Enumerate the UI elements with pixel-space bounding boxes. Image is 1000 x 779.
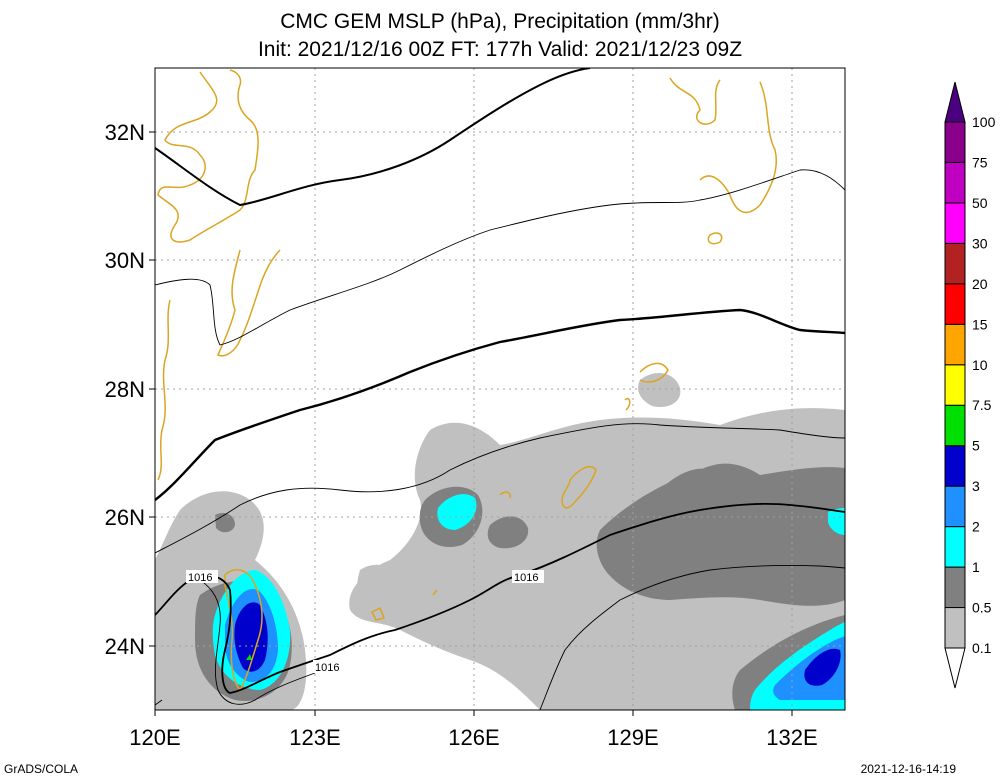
colorbar-swatch [944, 404, 966, 447]
lat-label: 24N [105, 634, 145, 659]
colorbar-under-arrow [944, 647, 966, 689]
colorbar-swatch [944, 445, 966, 487]
lat-label: 30N [105, 248, 145, 273]
map-title-line2: Init: 2021/12/16 00Z FT: 177h Valid: 202… [257, 38, 743, 61]
colorbar-label: 5 [972, 438, 980, 454]
colorbar-label: 50 [972, 195, 988, 211]
colorbar-label: 3 [972, 478, 980, 494]
lon-label: 123E [289, 725, 340, 750]
colorbar-label: 10 [972, 357, 988, 373]
colorbar-swatch [944, 323, 966, 366]
lon-label: 120E [129, 725, 180, 750]
axis-ticks [149, 131, 793, 716]
grads-credit: GrADS/COLA [4, 762, 79, 776]
colorbar-swatch [944, 202, 966, 244]
colorbar-label: 75 [972, 154, 988, 170]
colorbar-label: 15 [972, 316, 988, 332]
colorbar-swatch [944, 121, 966, 163]
colorbar-swatch [944, 283, 966, 325]
lat-label: 32N [105, 120, 145, 145]
colorbar-swatch [944, 161, 966, 204]
colorbar: 0.1 0.5 1 2 3 5 7.5 10 15 20 30 50 75 100 [944, 81, 996, 689]
lon-label: 129E [607, 725, 658, 750]
isobar-label: 1016 [514, 572, 538, 584]
colorbar-label: 0.1 [972, 640, 992, 656]
map-title-line1: CMC GEM MSLP (hPa), Precipitation (mm/3h… [280, 10, 720, 33]
colorbar-swatch [944, 566, 966, 609]
map-plot-area: 1016 1016 1016 [155, 68, 845, 710]
colorbar-label: 100 [972, 114, 996, 130]
timestamp: 2021-12-16-14:19 [860, 762, 956, 776]
precip-3mm-areas [234, 602, 841, 686]
lat-label: 28N [105, 377, 145, 402]
colorbar-label: 7.5 [972, 397, 992, 413]
colorbar-label: 20 [972, 276, 988, 292]
colorbar-label: 2 [972, 519, 980, 535]
axis-labels: 120E 123E 126E 129E 132E 32N 30N 28N 26N… [105, 120, 818, 750]
precip-5mm-area [246, 654, 252, 660]
colorbar-over-arrow [944, 81, 966, 123]
colorbar-swatch [944, 607, 966, 649]
graticule [155, 68, 845, 710]
isobar-label: 1016 [315, 662, 339, 674]
colorbar-swatch [944, 485, 966, 528]
colorbar-label: 30 [972, 235, 988, 251]
colorbar-label: 1 [972, 559, 980, 575]
isobar-label: 1016 [188, 572, 212, 584]
colorbar-swatch [944, 364, 966, 406]
lon-label: 126E [448, 725, 499, 750]
colorbar-label: 0.5 [972, 600, 992, 616]
isobar-labels: 1016 1016 1016 [186, 570, 544, 674]
colorbar-swatch [944, 242, 966, 285]
coastlines [157, 69, 777, 692]
lat-label: 26N [105, 505, 145, 530]
colorbar-swatch [944, 526, 966, 568]
isobars [155, 68, 845, 710]
lon-label: 132E [766, 725, 817, 750]
